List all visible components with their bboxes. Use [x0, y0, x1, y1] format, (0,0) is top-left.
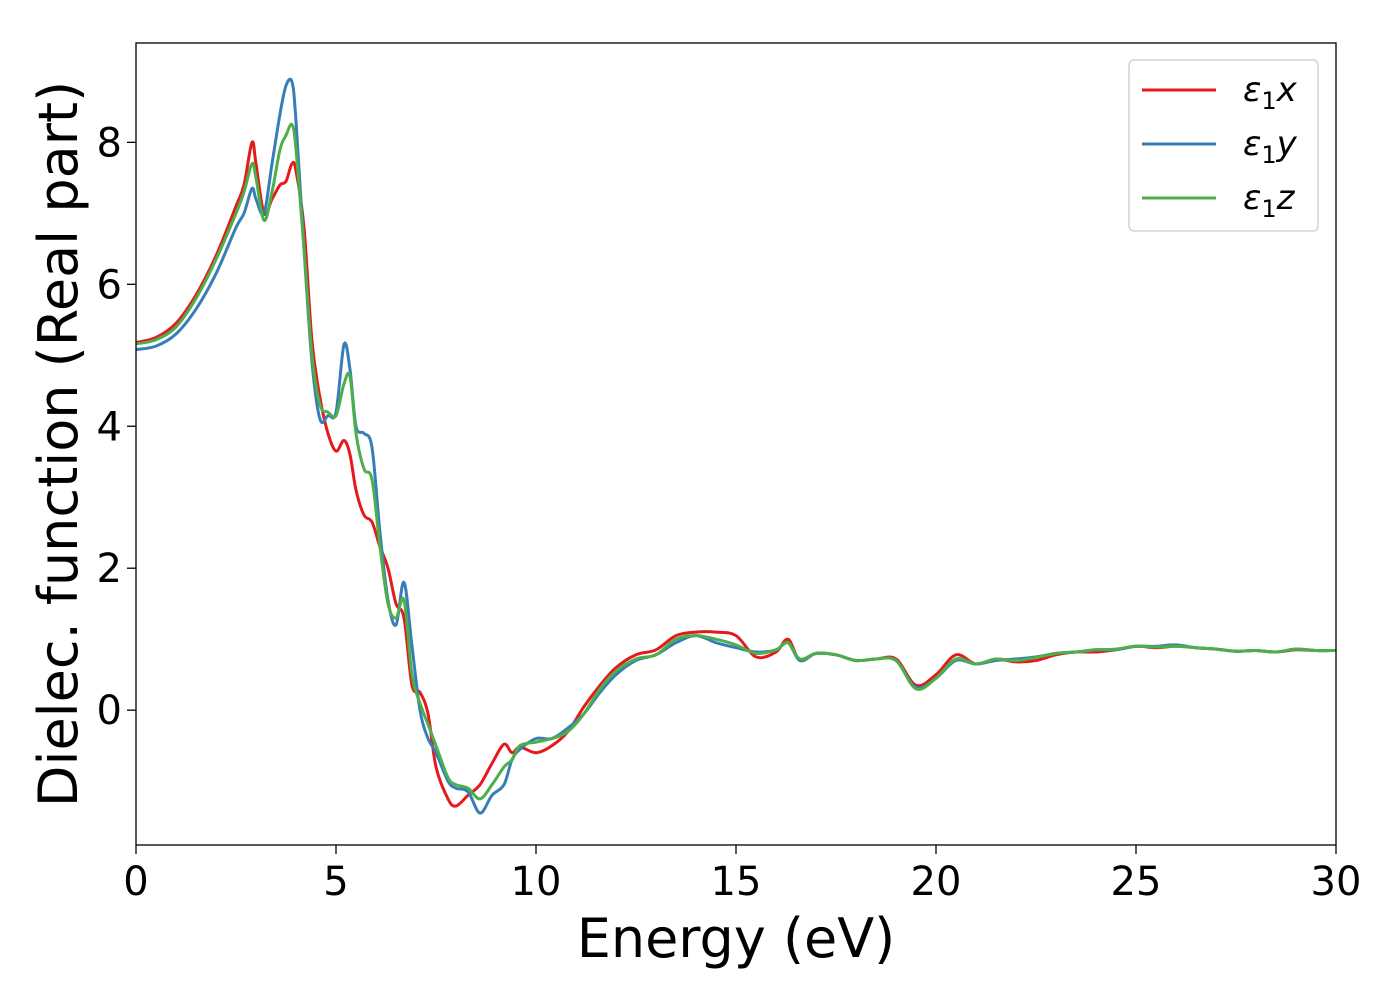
x-tick-label: 20 [911, 859, 962, 905]
legend-component: z [1276, 178, 1296, 218]
legend-label-z: ε1z [1243, 178, 1296, 223]
legend-symbol: ε [1243, 178, 1261, 218]
x-tick-label: 25 [1111, 859, 1162, 905]
x-tick-label: 10 [511, 859, 562, 905]
legend-symbol: ε [1243, 124, 1261, 164]
y-tick-label: 8 [97, 120, 122, 166]
x-tick-label: 30 [1311, 859, 1362, 905]
legend-label-y: ε1y [1243, 124, 1298, 169]
series-line-x [135, 140, 1337, 808]
legend-label-x: ε1x [1243, 70, 1298, 115]
y-tick-label: 4 [97, 404, 122, 450]
series-layer [135, 77, 1337, 815]
y-axis-label: Dielec. function (Real part) [27, 81, 90, 807]
x-tick-label: 15 [711, 859, 762, 905]
x-tick-label: 0 [123, 859, 148, 905]
series-line-z [135, 122, 1337, 801]
x-axis-ticks: 0 5 10 15 20 25 30 [123, 845, 1361, 905]
legend-box [1128, 59, 1319, 232]
legend-component: y [1276, 124, 1298, 164]
legend-subscript: 1 [1261, 195, 1276, 223]
y-tick-label: 0 [97, 688, 122, 734]
y-tick-label: 6 [97, 262, 122, 308]
y-tick-label: 2 [97, 546, 122, 592]
legend-subscript: 1 [1261, 87, 1276, 115]
y-axis-ticks: 0 2 4 6 8 [97, 120, 136, 734]
legend-component: x [1276, 70, 1298, 110]
x-axis-label: Energy (eV) [577, 907, 896, 970]
legend-symbol: ε [1243, 70, 1261, 110]
legend-subscript: 1 [1261, 141, 1276, 169]
x-tick-label: 5 [323, 859, 348, 905]
